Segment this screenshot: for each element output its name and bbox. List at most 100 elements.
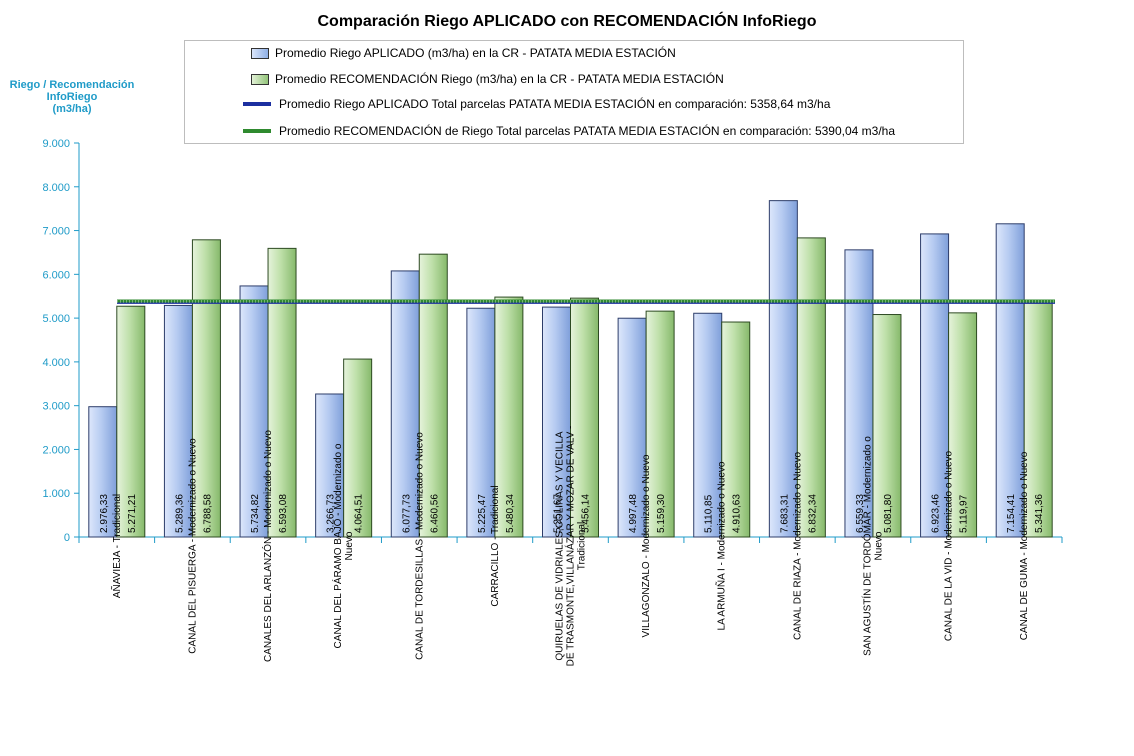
category-label-line: Tradicional xyxy=(577,522,588,571)
legend-item-total-recomendacion: Promedio RECOMENDACIÓN de Riego Total pa… xyxy=(185,121,895,141)
data-label: 5.251,67 xyxy=(553,494,564,533)
bar-recomendacion xyxy=(267,247,297,538)
legend-label-recomendacion: Promedio RECOMENDACIÓN Riego (m3/ha) en … xyxy=(275,72,724,86)
bar-recomendacion xyxy=(191,239,221,538)
data-label: 5.225,47 xyxy=(477,494,488,533)
bar-aplicado xyxy=(88,406,118,538)
category-label: CANAL DE RIAZA - Modernizado o Nuevo xyxy=(792,452,803,640)
bar-recomendacion xyxy=(796,237,826,538)
bar-recomendacion xyxy=(570,297,599,538)
data-label: 6.832,34 xyxy=(807,494,818,533)
y-tick-label: 0 xyxy=(64,532,70,544)
bar-recomendacion xyxy=(494,296,524,538)
category-label: CANALES DEL ARLANZÓN - Modernizado o Nue… xyxy=(261,430,274,662)
category-label: LA ARMUÑA I - Modernizado o Nuevo xyxy=(715,461,728,630)
bar-aplicado xyxy=(390,270,420,538)
category-label: CANAL DE GUMA - Modernizado o Nuevo xyxy=(1019,451,1030,640)
data-label: 6.077,73 xyxy=(401,494,412,533)
data-label: 5.480,34 xyxy=(505,494,516,533)
category-label: VILLAGONZALO - Modernizado o Nuevo xyxy=(641,454,652,637)
category-label-line: Nuevo xyxy=(873,531,884,560)
bar-aplicado xyxy=(920,233,950,538)
chart-title: Comparación Riego APLICADO con RECOMENDA… xyxy=(317,13,817,30)
y-tick-label: 9.000 xyxy=(42,138,70,150)
category-label: AÑAVIEJA - Tradicional xyxy=(110,494,123,598)
category-label: CANAL DE LA VID - Modernizado o Nuevo xyxy=(944,450,955,641)
data-label: 5.271,21 xyxy=(127,494,138,533)
legend-line-total-aplicado xyxy=(243,102,271,106)
data-label: 2.976,33 xyxy=(99,494,110,533)
category-label-line: CANAL DEL PÁRAMO BAJO - Modernizado o xyxy=(331,443,344,648)
y-tick-label: 4.000 xyxy=(42,357,70,369)
data-label: 5.119,97 xyxy=(959,494,970,533)
legend-swatch-aplicado xyxy=(251,47,269,59)
data-label: 5.289,36 xyxy=(174,494,185,533)
data-label: 4.910,63 xyxy=(732,494,743,533)
y-tick-label: 2.000 xyxy=(42,444,70,456)
bar-recomendacion xyxy=(343,358,373,538)
data-label: 5.456,14 xyxy=(581,494,592,533)
category-labels: AÑAVIEJA - Tradicional CANAL DEL PISUERGA… xyxy=(110,426,1030,667)
bar-recomendacion xyxy=(1023,302,1053,538)
bar-aplicado xyxy=(542,306,571,538)
bar-aplicado xyxy=(995,223,1025,538)
y-axis-label: Riego / Recomendación InfoRiego (m3/ha) xyxy=(9,79,135,115)
category-label-line: CANAL DE RIAZA - Modernizado o Nuevo xyxy=(792,452,803,640)
legend-line-total-recomendacion xyxy=(243,129,271,133)
category-label: CANAL DE TORDESILLAS - Modernizado o Nue… xyxy=(414,432,425,660)
data-label: 6.559,33 xyxy=(855,494,866,533)
chart-legend: Promedio Riego APLICADO (m3/ha) en la CR… xyxy=(184,40,964,144)
category-label-line: DE TRASMONTE,VILLANÁZAR Y MOZAR DE VALV … xyxy=(564,426,577,667)
legend-item-total-aplicado: Promedio Riego APLICADO Total parcelas P… xyxy=(185,94,830,114)
category-label-line: CANAL DE LA VID - Modernizado o Nuevo xyxy=(944,450,955,641)
y-tick-label: 8.000 xyxy=(42,182,70,194)
legend-label-total-aplicado: Promedio Riego APLICADO Total parcelas P… xyxy=(279,97,831,111)
category-label-line: Nuevo xyxy=(344,531,355,560)
data-label: 7.683,31 xyxy=(779,494,790,533)
category-label: CANAL DEL PÁRAMO BAJO - Modernizado oNue… xyxy=(331,443,355,648)
bar-aplicado xyxy=(466,307,496,538)
category-label: CANAL DEL PISUERGA - Modernizado o Nuevo xyxy=(187,438,198,654)
category-label-line: CARRACILLO - Tradicional xyxy=(490,485,501,606)
data-label: 4.997,48 xyxy=(628,494,639,533)
y-tick-label: 1.000 xyxy=(42,488,70,500)
category-label-line: CANAL DE GUMA - Modernizado o Nuevo xyxy=(1019,451,1030,640)
y-tick-label: 5.000 xyxy=(42,313,70,325)
legend-swatch-recomendacion xyxy=(251,73,269,85)
category-label-line: VILLAGONZALO - Modernizado o Nuevo xyxy=(641,454,652,637)
legend-item-aplicado: Promedio Riego APLICADO (m3/ha) en la CR… xyxy=(185,43,676,63)
category-label-line: SAN AGUSTÍN DE TORDÓMAR - Modernizado o xyxy=(860,436,873,656)
reference-lines xyxy=(117,299,1055,304)
category-label-line: AÑAVIEJA - Tradicional xyxy=(110,494,123,598)
bar-recomendacion xyxy=(872,314,902,538)
data-label: 5.081,80 xyxy=(883,494,894,533)
data-label: 6.923,46 xyxy=(931,494,942,533)
y-tick-label: 7.000 xyxy=(42,226,70,238)
legend-item-recomendacion: Promedio RECOMENDACIÓN Riego (m3/ha) en … xyxy=(185,69,724,89)
data-label: 6.593,08 xyxy=(278,494,289,533)
category-label-line: CANAL DE TORDESILLAS - Modernizado o Nue… xyxy=(414,432,425,660)
data-label: 6.788,58 xyxy=(202,494,213,533)
bar-aplicado xyxy=(239,285,269,538)
bar-aplicado xyxy=(163,304,193,538)
bar-recomendacion xyxy=(948,312,978,538)
data-label: 7.154,41 xyxy=(1006,494,1017,533)
data-label: 6.460,56 xyxy=(429,494,440,533)
data-label: 3.266,73 xyxy=(326,494,337,533)
bar-recomendacion xyxy=(116,305,146,538)
category-label: QUIRUELAS DE VIDRIALES,COLINAS Y VECILLA… xyxy=(555,426,588,667)
category-label-line: CANAL DEL PISUERGA - Modernizado o Nuevo xyxy=(187,438,198,654)
data-label: 5.110,85 xyxy=(704,494,715,533)
data-label: 4.064,51 xyxy=(354,494,365,533)
legend-label-aplicado: Promedio Riego APLICADO (m3/ha) en la CR… xyxy=(275,46,676,60)
bar-aplicado xyxy=(693,312,723,538)
legend-label-total-recomendacion: Promedio RECOMENDACIÓN de Riego Total pa… xyxy=(279,124,896,138)
bar-aplicado xyxy=(315,393,345,538)
bars: 2.976,33 5.271,21 5.289,36 6.788,58 5.734,82… xyxy=(88,200,1053,538)
category-label-line: QUIRUELAS DE VIDRIALES,COLINAS Y VECILLA xyxy=(555,431,566,660)
data-label: 5.341,36 xyxy=(1034,494,1045,533)
bar-recomendacion xyxy=(721,321,751,538)
category-label-line: CANALES DEL ARLANZÓN - Modernizado o Nue… xyxy=(261,430,274,662)
category-label-line: LA ARMUÑA I - Modernizado o Nuevo xyxy=(715,461,728,630)
